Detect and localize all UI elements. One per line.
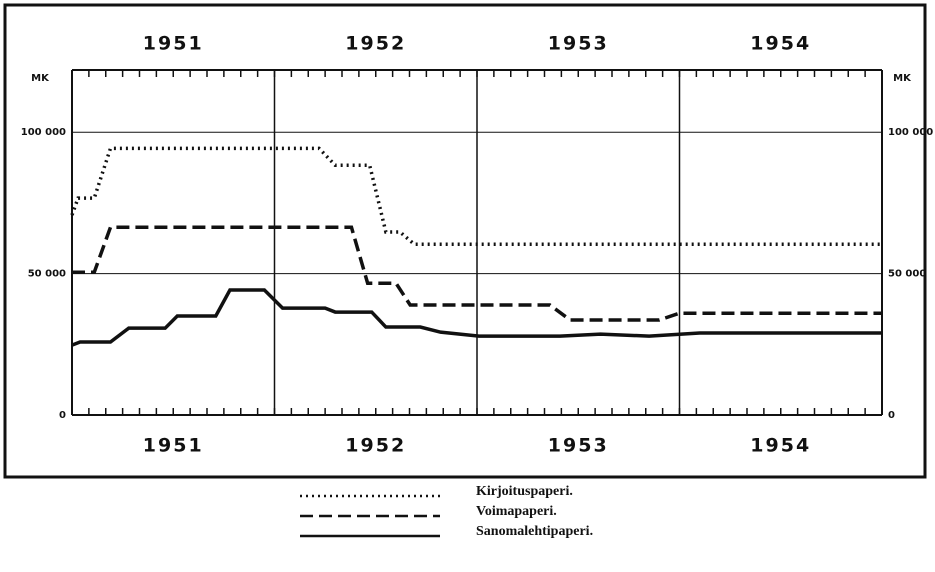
legend-label: Kirjoituspaperi. [476, 484, 573, 499]
y-tick-label-right: 0 [888, 410, 895, 421]
y-tick-label: 0 [59, 410, 66, 421]
legend-label: Voimapaperi. [476, 504, 557, 519]
series-line [70, 146, 882, 246]
series-line [71, 288, 882, 347]
x-tick-label-top: 1954 [750, 33, 811, 55]
y-tick-label-right: 100 000 [888, 127, 933, 138]
x-tick-label: 1952 [345, 435, 406, 457]
frame [3, 3, 927, 479]
legend-label: Sanomalehtipaperi. [476, 524, 593, 539]
series-line [72, 225, 882, 322]
y-unit-label: MK [31, 73, 50, 84]
x-tick-label: 1951 [143, 435, 204, 457]
x-tick-label-top: 1952 [345, 33, 406, 55]
x-tick-label: 1953 [548, 435, 609, 457]
x-tick-label: 1954 [750, 435, 811, 457]
y-tick-label: 100 000 [21, 127, 66, 138]
x-tick-label-top: 1953 [548, 33, 609, 55]
x-tick-label-top: 1951 [143, 33, 204, 55]
y-tick-label-right: 50 000 [888, 269, 926, 280]
y-unit-label-right: MK [893, 73, 912, 84]
y-tick-label: 50 000 [28, 269, 66, 280]
